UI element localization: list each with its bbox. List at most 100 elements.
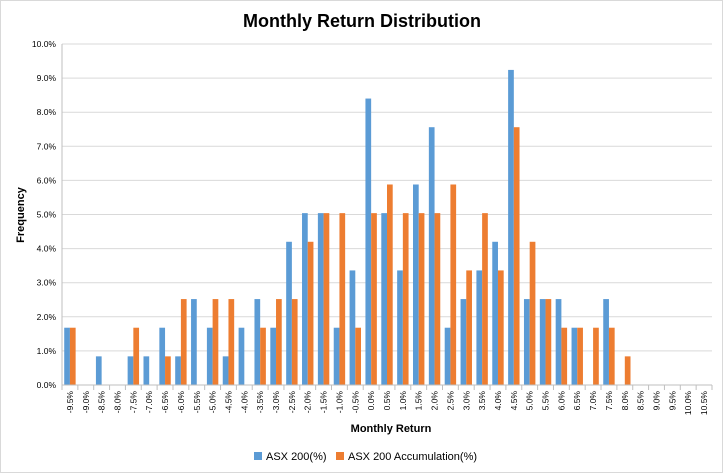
bar bbox=[286, 241, 292, 385]
bar bbox=[270, 327, 277, 385]
bar bbox=[238, 327, 245, 385]
bar bbox=[476, 270, 483, 385]
x-tick-label: -3.0% bbox=[271, 391, 281, 414]
bar bbox=[593, 327, 599, 385]
x-tick-label: -6.0% bbox=[176, 391, 186, 414]
x-tick-label: 7.5% bbox=[604, 391, 614, 411]
legend-label: ASX 200 Accumulation(%) bbox=[348, 451, 477, 463]
x-tick-label: -4.0% bbox=[239, 391, 249, 414]
bar bbox=[523, 299, 530, 385]
x-tick-label: 3.0% bbox=[461, 391, 471, 411]
y-tick-label: 10.0% bbox=[32, 39, 57, 49]
x-tick-label: 6.0% bbox=[556, 391, 566, 411]
bar bbox=[302, 213, 308, 385]
bar bbox=[180, 299, 187, 385]
bar bbox=[508, 69, 514, 385]
y-tick-label: 9.0% bbox=[37, 73, 57, 83]
x-tick-label: 8.5% bbox=[636, 391, 646, 411]
bar bbox=[276, 299, 282, 385]
bar bbox=[355, 327, 361, 385]
bar bbox=[466, 270, 472, 385]
bar bbox=[291, 299, 298, 385]
y-tick-label: 7.0% bbox=[37, 141, 57, 151]
x-tick-label: 4.0% bbox=[493, 391, 503, 411]
x-tick-label: 2.0% bbox=[430, 391, 440, 411]
x-tick-label: 0.5% bbox=[382, 391, 392, 411]
bar bbox=[387, 184, 393, 385]
legend: ASX 200(%) ASX 200 Accumulation(%) bbox=[254, 451, 477, 463]
x-tick-label: 1.0% bbox=[398, 391, 408, 411]
bar bbox=[365, 98, 372, 385]
x-tick-label: -5.5% bbox=[192, 391, 202, 414]
y-tick-label: 6.0% bbox=[37, 175, 57, 185]
x-tick-label: 7.0% bbox=[588, 391, 598, 411]
x-tick-label: -5.0% bbox=[208, 391, 218, 414]
bar bbox=[444, 327, 451, 385]
bar bbox=[175, 356, 181, 385]
bar bbox=[381, 213, 387, 385]
bar bbox=[64, 327, 70, 385]
axes bbox=[61, 44, 713, 390]
bar bbox=[371, 213, 377, 385]
bar bbox=[222, 356, 229, 385]
x-tick-label: -0.5% bbox=[350, 391, 360, 414]
y-tick-labels: 0.0% 1.0% 2.0% 3.0% 4.0% 5.0% 6.0% 7.0% 8.0% 9.0%… bbox=[32, 39, 57, 390]
x-tick-label: -2.5% bbox=[287, 391, 297, 414]
bar bbox=[143, 356, 150, 385]
bar bbox=[450, 184, 457, 385]
x-tick-label: 9.0% bbox=[652, 391, 662, 411]
x-tick-label: 3.5% bbox=[477, 391, 487, 411]
bar bbox=[460, 299, 467, 385]
x-tick-label: -2.0% bbox=[303, 391, 313, 414]
x-tick-label: -8.0% bbox=[112, 391, 122, 414]
y-tick-label: 2.0% bbox=[37, 312, 57, 322]
bar bbox=[555, 299, 562, 385]
y-axis-title: Frequency bbox=[15, 186, 27, 243]
bar bbox=[482, 213, 488, 385]
legend-swatch bbox=[336, 452, 344, 460]
x-tick-label: 6.5% bbox=[572, 391, 582, 411]
x-tick-label: -1.0% bbox=[334, 391, 344, 414]
x-tick-label: 10.0% bbox=[683, 391, 693, 416]
bar bbox=[133, 327, 140, 385]
x-tick-label: -9.5% bbox=[65, 391, 75, 414]
bar bbox=[339, 213, 346, 385]
y-tick-label: 4.0% bbox=[37, 244, 57, 254]
legend-swatch bbox=[254, 452, 262, 460]
x-tick-label: 0.0% bbox=[366, 391, 376, 411]
bar bbox=[402, 213, 409, 385]
x-tick-label: 2.5% bbox=[445, 391, 455, 411]
x-tick-label: -7.5% bbox=[128, 391, 138, 414]
x-tick-label: -9.0% bbox=[81, 391, 91, 414]
bar bbox=[69, 327, 76, 385]
y-tick-label: 0.0% bbox=[37, 380, 57, 390]
legend-label: ASX 200(%) bbox=[266, 451, 327, 463]
x-tick-label: -8.5% bbox=[97, 391, 107, 414]
bar bbox=[165, 356, 171, 385]
bar bbox=[191, 299, 197, 385]
bars bbox=[64, 69, 631, 385]
bar bbox=[317, 213, 324, 385]
bar bbox=[497, 270, 504, 385]
y-tick-label: 5.0% bbox=[37, 210, 57, 220]
bar bbox=[418, 213, 425, 385]
bar bbox=[603, 299, 609, 385]
bar bbox=[333, 327, 340, 385]
bar bbox=[577, 327, 583, 385]
bar bbox=[434, 213, 441, 385]
y-tick-label: 3.0% bbox=[37, 278, 57, 288]
bar bbox=[260, 327, 266, 385]
bar bbox=[206, 327, 213, 385]
bar bbox=[212, 299, 219, 385]
x-tick-label: -4.5% bbox=[223, 391, 233, 414]
x-tick-label: -1.5% bbox=[319, 391, 329, 414]
bar bbox=[349, 270, 356, 385]
x-tick-label: 10.5% bbox=[699, 391, 709, 416]
bar bbox=[624, 356, 631, 385]
x-tick-label: 1.5% bbox=[414, 391, 424, 411]
bar bbox=[323, 213, 330, 385]
x-tick-label: -7.0% bbox=[144, 391, 154, 414]
bar bbox=[159, 327, 166, 385]
x-tick-label: 5.5% bbox=[541, 391, 551, 411]
